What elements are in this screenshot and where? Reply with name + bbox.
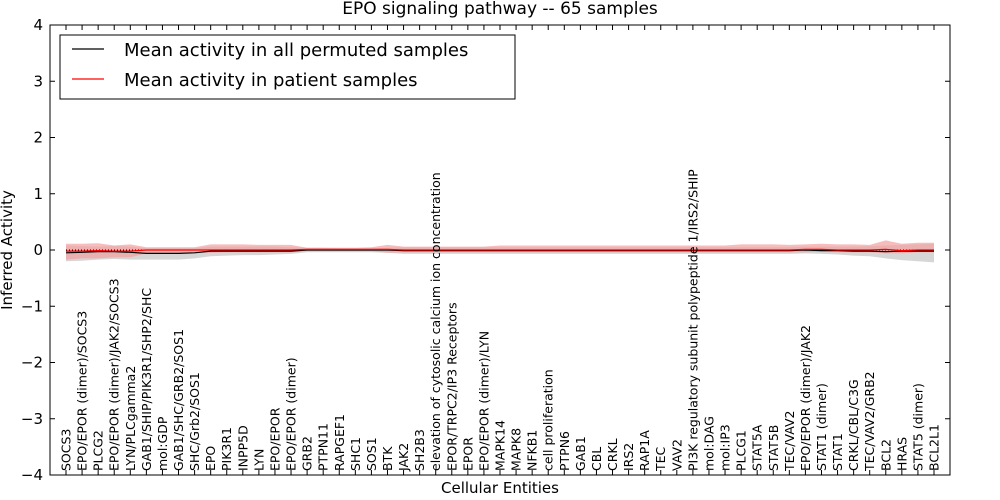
y-tick-label: 4 bbox=[33, 16, 43, 34]
x-tick-label: PIK3R1 bbox=[219, 427, 234, 471]
x-tick-label: STAT5A bbox=[750, 424, 765, 471]
x-tick-label: EPOR/TRPC2/IP3 Receptors bbox=[444, 302, 459, 471]
x-tick-label: MAPK8 bbox=[509, 428, 524, 471]
line-series-1 bbox=[66, 248, 934, 252]
y-axis-label: Inferred Activity bbox=[0, 190, 16, 310]
y-tick-label: 0 bbox=[33, 241, 43, 259]
y-tick-label: 3 bbox=[33, 72, 43, 90]
x-tick-label: INPP5D bbox=[235, 425, 250, 471]
x-tick-label: HRAS bbox=[894, 437, 909, 471]
y-tick-label: −4 bbox=[21, 466, 43, 484]
x-tick-label: CBL bbox=[589, 447, 604, 471]
y-tick-labels: −4 −3 −2 −1 0 1 2 3 4 bbox=[21, 16, 43, 484]
x-tick-label: cell proliferation bbox=[541, 369, 556, 471]
x-tick-label: GRB2 bbox=[300, 436, 315, 471]
series-lines bbox=[65, 248, 934, 254]
x-tick-label: CRKL/CBL/C3G bbox=[846, 379, 861, 471]
legend-label-permuted: Mean activity in all permuted samples bbox=[124, 40, 468, 61]
x-tick-label: SH2B3 bbox=[412, 429, 427, 471]
x-tick-label: BTK bbox=[380, 446, 395, 471]
x-tick-label: TEC/VAV2 bbox=[782, 411, 797, 472]
x-tick-label: GAB1/SHIP/PIK3R1/SHP2/SHC bbox=[139, 288, 154, 471]
x-tick-label: PTPN11 bbox=[316, 423, 331, 471]
y-tick-label: 1 bbox=[33, 185, 43, 203]
x-tick-label: STAT1 (dimer) bbox=[814, 383, 829, 471]
x-tick-labels: SOCS3 EPO/EPOR (dimer)/SOCS3 PLCG2 EPO/EPOR… bbox=[59, 169, 942, 472]
x-tick-label: VAV2 bbox=[669, 439, 684, 471]
y-tick-label: −2 bbox=[21, 354, 43, 372]
x-tick-label: EPO/EPOR bbox=[268, 407, 283, 471]
x-tick-label: PI3K regulatory subunit polypeptide 1/IR… bbox=[685, 169, 700, 471]
y-tick-label: −1 bbox=[21, 297, 43, 315]
plot-frame bbox=[49, 24, 951, 476]
y-tick-label: −3 bbox=[21, 410, 43, 428]
x-tick-label: TEC bbox=[653, 446, 668, 472]
legend-box bbox=[59, 34, 516, 100]
x-tick-label: EPO/EPOR (dimer)/JAK2/SOCS3 bbox=[107, 278, 122, 471]
x-tick-label: RAPGEF1 bbox=[332, 414, 347, 471]
x-tick-label: STAT1 bbox=[830, 433, 845, 471]
x-tick-label: SOS1 bbox=[364, 437, 379, 471]
x-tick-label: SOCS3 bbox=[59, 429, 74, 471]
x-tick-label: EPO/EPOR (dimer)/SOCS3 bbox=[75, 311, 90, 471]
x-tick-label: SHC1 bbox=[348, 437, 363, 471]
x-tick-label: BCL2L1 bbox=[927, 424, 942, 471]
x-tick-label: GAB1/SHC/GRB2/SOS1 bbox=[171, 329, 186, 471]
chart-title: EPO signaling pathway -- 65 samples bbox=[342, 0, 658, 19]
x-tick-label: EPOR bbox=[460, 437, 475, 471]
x-tick-label: JAK2 bbox=[396, 443, 411, 472]
x-tick-label: TEC/VAV2/GRB2 bbox=[862, 371, 877, 472]
x-tick-label: EPO/EPOR (dimer)/JAK2 bbox=[798, 325, 813, 471]
x-tick-label: EPO bbox=[203, 446, 218, 471]
x-tick-label: LYN bbox=[251, 449, 266, 471]
axis-ticks bbox=[50, 24, 950, 476]
x-axis-label: Cellular Entities bbox=[441, 479, 559, 497]
x-tick-label: BCL2 bbox=[878, 439, 893, 471]
x-tick-label: mol:IP3 bbox=[718, 424, 733, 471]
x-tick-label: PLCG2 bbox=[91, 430, 106, 471]
x-tick-label: RAP1A bbox=[637, 430, 652, 471]
x-tick-label: PLCG1 bbox=[734, 430, 749, 471]
x-tick-label: mol:DAG bbox=[702, 416, 717, 471]
x-tick-label: EPO/EPOR (dimer) bbox=[284, 357, 299, 471]
x-tick-label: STAT5 (dimer) bbox=[910, 383, 925, 471]
x-tick-label: STAT5B bbox=[766, 425, 781, 471]
x-tick-label: NFKB1 bbox=[525, 430, 540, 471]
x-tick-label: elevation of cytosolic calcium ion conce… bbox=[428, 172, 443, 471]
x-tick-label: MAPK14 bbox=[493, 420, 508, 471]
confidence-bands bbox=[66, 240, 934, 263]
x-tick-label: LYN/PLCgamma2 bbox=[123, 366, 138, 471]
x-tick-label: IRS2 bbox=[621, 443, 636, 471]
x-tick-label: PTPN6 bbox=[557, 431, 572, 471]
x-tick-label: CRKL bbox=[605, 438, 620, 471]
x-tick-label: mol:GDP bbox=[155, 416, 170, 471]
x-tick-label: EPO/EPOR (dimer)/LYN bbox=[476, 331, 491, 471]
y-tick-label: 2 bbox=[33, 129, 43, 147]
legend-label-patient: Mean activity in patient samples bbox=[124, 70, 418, 91]
x-tick-label: SHC/Grb2/SOS1 bbox=[187, 372, 202, 471]
legend: Mean activity in all permuted samples Me… bbox=[59, 34, 516, 100]
x-tick-label: GAB1 bbox=[573, 436, 588, 471]
